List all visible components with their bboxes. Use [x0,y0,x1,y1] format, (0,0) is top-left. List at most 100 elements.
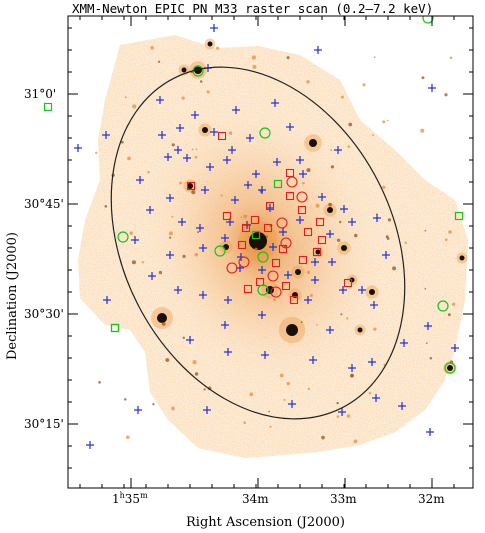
red-square-marker [271,258,281,268]
green-circle-marker [257,251,269,263]
green-circle-marker [422,16,434,24]
blue-cross-marker [311,276,319,284]
green-circle-marker [214,245,226,257]
red-square-marker [243,284,253,294]
x-tick-label: 32m [418,492,445,506]
blue-cross-marker [86,441,94,449]
blue-cross-marker [224,348,232,356]
green-circle-marker [444,362,456,374]
blue-cross-marker [131,236,139,244]
blue-cross-marker [196,224,204,232]
galaxy-ellipse [110,66,406,420]
blue-cross-marker [221,234,229,242]
blue-cross-marker [328,258,336,266]
y-tick-label: 30°15' [24,417,64,431]
red-circle-marker [280,237,292,249]
blue-cross-marker [244,181,252,189]
red-square-marker [278,244,288,254]
red-circle-marker [238,256,250,268]
red-circle-marker [270,286,282,298]
y-tick-label: 31°0' [24,87,56,101]
blue-cross-marker [174,286,182,294]
axis-ticks [68,16,473,488]
red-square-marker [263,223,273,233]
blue-cross-marker [183,154,191,162]
blue-cross-marker [451,344,459,352]
red-circle-marker [286,176,298,188]
red-square-marker [222,211,232,221]
blue-cross-marker [311,258,319,266]
blue-cross-marker [400,339,408,347]
red-circle-marker [267,270,279,282]
blue-cross-marker [368,358,376,366]
blue-cross-marker [261,351,269,359]
red-square-marker [237,240,247,250]
blue-cross-marker [370,301,378,309]
blue-cross-marker [340,205,348,213]
green-square-marker [273,179,283,189]
red-square-marker [217,131,227,141]
green-circle-marker [117,231,129,243]
blue-cross-marker [373,214,381,222]
blue-cross-marker [186,336,194,344]
blue-cross-marker [382,251,390,259]
blue-cross-marker [348,364,356,372]
blue-cross-marker [203,406,211,414]
red-square-marker [186,181,196,191]
red-square-marker [281,281,291,291]
blue-cross-marker [428,84,436,92]
y-axis-title: Declination (J2000) [5,232,20,360]
blue-cross-marker [231,196,239,204]
red-square-marker [285,168,295,178]
blue-cross-marker [279,228,287,236]
red-circle-marker [226,262,238,274]
blue-cross-marker [178,218,186,226]
green-circle-marker [257,284,269,296]
image-layer [74,16,468,458]
blue-cross-marker [318,193,326,201]
x-tick-label: 34m [242,492,269,506]
blue-cross-marker [326,326,334,334]
blue-cross-marker [148,272,156,280]
blue-cross-marker [339,286,347,294]
blue-cross-marker [232,106,240,114]
y-tick-label: 30°30' [24,307,64,321]
blue-cross-marker [74,144,82,152]
blue-cross-marker [210,24,218,32]
green-circle-marker [437,300,449,312]
red-square-marker [289,295,299,305]
blue-cross-marker [223,156,231,164]
blue-cross-marker [269,243,277,251]
blue-cross-marker [326,230,334,238]
blue-cross-marker [224,296,232,304]
blue-cross-marker [426,428,434,436]
blue-cross-marker [338,408,346,416]
green-square-marker [43,102,53,112]
blue-cross-marker [288,400,296,408]
red-square-marker [315,217,325,227]
blue-cross-marker [252,170,260,178]
blue-cross-marker [258,186,266,194]
blue-cross-marker [102,131,110,139]
blue-cross-marker [424,322,432,330]
blue-cross-marker [156,96,164,104]
green-square-marker [454,211,464,221]
blue-cross-marker [334,146,342,154]
blue-cross-marker [296,216,304,224]
red-square-marker [303,227,313,237]
blue-cross-marker [146,206,154,214]
red-square-marker [297,205,307,215]
red-square-marker [250,215,260,225]
blue-cross-marker [309,356,317,364]
blue-cross-marker [166,251,174,259]
blue-cross-marker [158,131,166,139]
blue-cross-marker [174,146,182,154]
red-square-marker [312,247,322,257]
blue-cross-marker [299,170,307,178]
blue-cross-marker [258,311,266,319]
red-square-marker [241,223,251,233]
green-square-marker [251,230,261,240]
blue-cross-marker [221,321,229,329]
x-axis-title: Right Ascension (J2000) [186,515,345,530]
blue-cross-marker [136,176,144,184]
